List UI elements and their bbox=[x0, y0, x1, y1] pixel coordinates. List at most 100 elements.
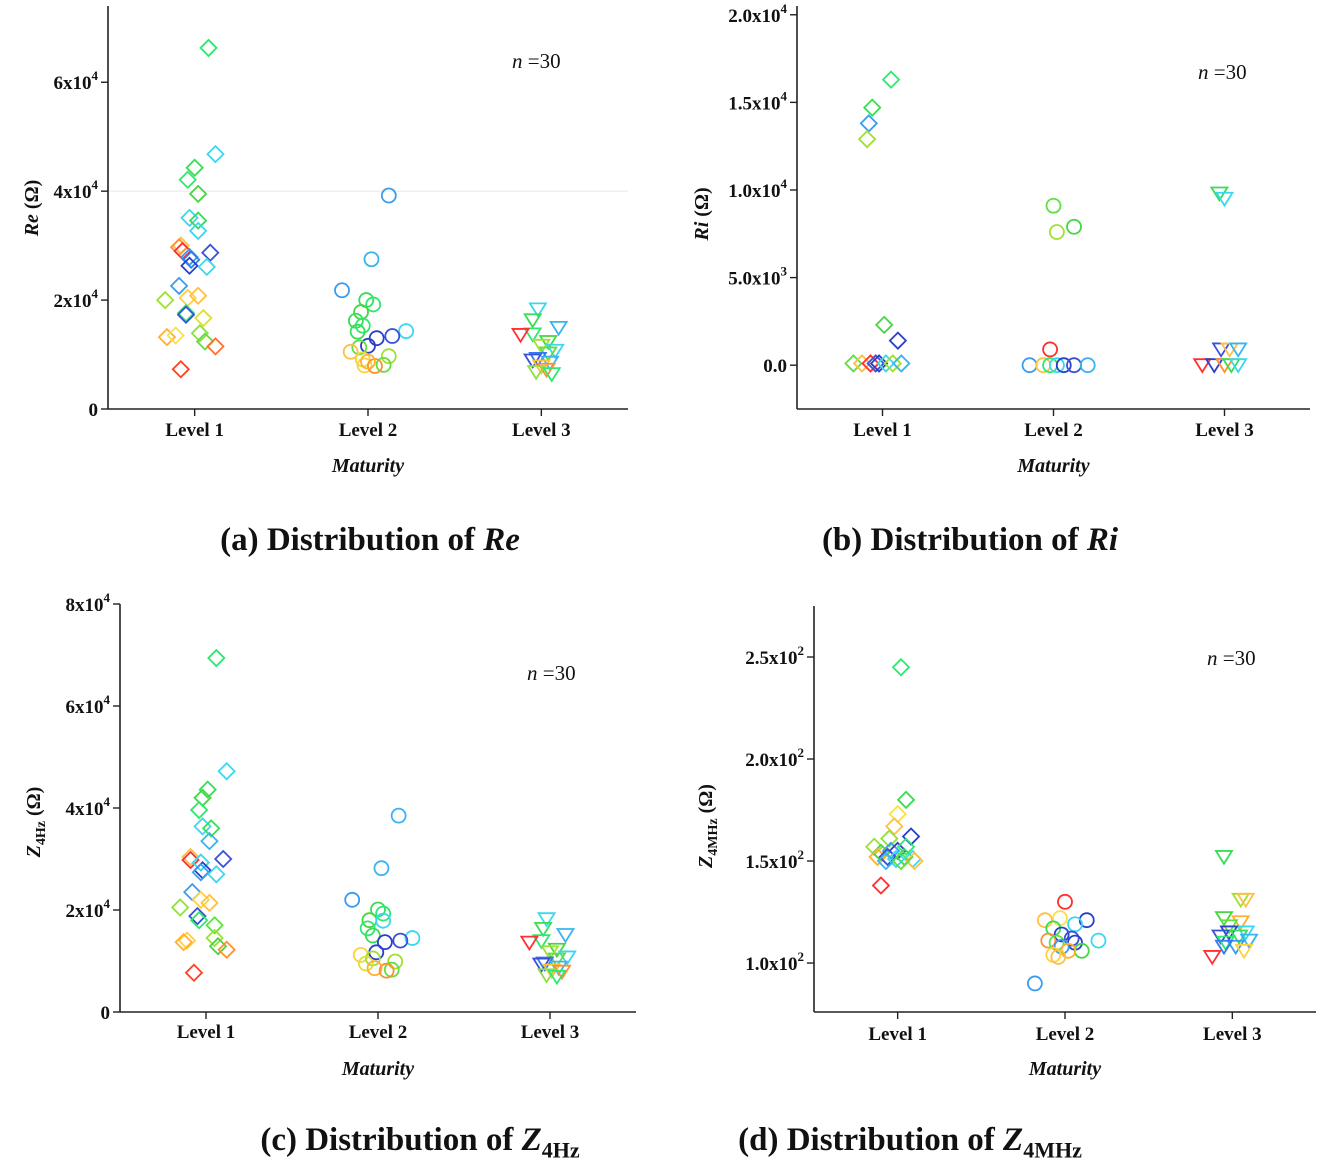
data-point-circle bbox=[334, 282, 350, 299]
data-point-diamond bbox=[181, 847, 200, 867]
data-point-circle bbox=[1067, 916, 1083, 933]
caption-ri: (b) Distribution of Ri bbox=[690, 522, 1250, 559]
data-point-triangle bbox=[526, 365, 546, 381]
data-point-circle bbox=[1066, 218, 1082, 235]
y-tick-label: 2.0x104 bbox=[728, 1, 787, 27]
data-point-triangle bbox=[538, 335, 558, 351]
data-point-circle bbox=[1045, 197, 1062, 214]
y-axis-label: Z4MHz (Ω) bbox=[695, 784, 721, 869]
data-point-circle bbox=[363, 251, 380, 268]
x-tick-label: Level 1 bbox=[853, 420, 912, 441]
x-tick-label: Level 1 bbox=[165, 420, 224, 441]
data-point-diamond bbox=[901, 827, 921, 846]
x-tick-label: Level 3 bbox=[512, 420, 571, 441]
data-point-triangle bbox=[1231, 915, 1251, 931]
data-point-diamond bbox=[213, 849, 233, 869]
sample-size-annotation: n =30 bbox=[512, 49, 561, 73]
caption-z4mhz-var: Z bbox=[1003, 1122, 1024, 1158]
y-tick-label: 5.0x103 bbox=[728, 264, 787, 290]
data-point-triangle bbox=[528, 302, 548, 318]
data-point-diamond bbox=[883, 354, 903, 373]
x-tick-label: Level 3 bbox=[521, 1022, 580, 1043]
y-tick-label: 8x104 bbox=[66, 590, 111, 616]
data-point-diamond bbox=[859, 114, 879, 133]
data-point-circle bbox=[375, 356, 392, 373]
data-point-diamond bbox=[869, 354, 889, 373]
y-tick-label: 0 bbox=[89, 400, 99, 421]
data-point-triangle bbox=[1214, 850, 1234, 866]
data-point-diamond bbox=[874, 315, 894, 335]
data-point-diamond bbox=[200, 831, 219, 851]
data-point-diamond bbox=[217, 762, 236, 781]
data-point-circle bbox=[398, 323, 415, 340]
sample-size-annotation: n =30 bbox=[1207, 646, 1256, 670]
data-point-circle bbox=[390, 807, 407, 824]
data-point-diamond bbox=[208, 936, 228, 956]
data-point-circle bbox=[375, 905, 392, 922]
data-point-triangle bbox=[1214, 911, 1234, 927]
data-point-triangle bbox=[545, 343, 565, 360]
x-axis-label: Maturity bbox=[1028, 1058, 1101, 1080]
data-point-diamond bbox=[862, 98, 882, 117]
x-tick-label: Level 2 bbox=[349, 1022, 408, 1043]
data-point-triangle bbox=[531, 934, 552, 950]
data-point-circle bbox=[364, 927, 381, 944]
data-point-diamond bbox=[197, 257, 217, 277]
data-point-circle bbox=[360, 353, 376, 370]
y-axis-label: Re (Ω) bbox=[21, 180, 43, 238]
data-point-triangle bbox=[1204, 358, 1224, 374]
data-point-diamond bbox=[181, 850, 200, 870]
data-point-triangle bbox=[533, 921, 553, 938]
data-point-diamond bbox=[207, 865, 226, 884]
data-point-diamond bbox=[876, 354, 896, 373]
data-point-triangle bbox=[523, 327, 543, 343]
data-point-circle bbox=[1040, 932, 1057, 949]
x-axis-label: Maturity bbox=[1016, 455, 1089, 477]
data-point-circle bbox=[351, 339, 368, 356]
sample-size-annotation: n =30 bbox=[1198, 60, 1247, 84]
y-tick-label: 0 bbox=[101, 1003, 111, 1024]
data-point-diamond bbox=[185, 158, 204, 178]
y-tick-label: 6x104 bbox=[66, 692, 111, 718]
data-point-diamond bbox=[852, 354, 872, 373]
data-point-circle bbox=[342, 343, 359, 360]
data-point-diamond bbox=[166, 326, 185, 345]
caption-z4hz: (c) Distribution of Z4Hz bbox=[140, 1122, 700, 1164]
data-point-diamond bbox=[188, 211, 208, 230]
chart-z4hz-plot: 0 2x104 4x104 6x104 8x104 Level 1 Level 2 Level… bbox=[23, 590, 636, 1080]
caption-re-prefix: (a) Distribution of bbox=[220, 522, 484, 558]
y-tick-label: 2.0x102 bbox=[745, 745, 804, 771]
data-point-diamond bbox=[876, 851, 896, 871]
x-tick-label: Level 1 bbox=[868, 1024, 927, 1045]
data-point-circle bbox=[380, 348, 397, 365]
sample-size-annotation: n =30 bbox=[527, 661, 576, 685]
y-tick-label: 0.0 bbox=[763, 356, 787, 377]
data-point-triangle bbox=[1214, 191, 1235, 208]
y-tick-label: 1.5x104 bbox=[728, 88, 787, 114]
data-point-triangle bbox=[523, 313, 543, 329]
y-tick-label: 2.5x102 bbox=[745, 643, 804, 669]
data-point-diamond bbox=[207, 648, 226, 668]
data-point-diamond bbox=[189, 910, 209, 930]
x-tick-label: Level 2 bbox=[1036, 1024, 1095, 1045]
data-point-circle bbox=[378, 962, 395, 979]
x-tick-label: Level 3 bbox=[1203, 1024, 1262, 1045]
data-point-triangle bbox=[547, 952, 567, 968]
y-tick-label: 4x104 bbox=[66, 794, 111, 820]
data-point-diamond bbox=[174, 932, 193, 952]
data-point-circle bbox=[344, 891, 361, 908]
data-point-triangle bbox=[1239, 933, 1259, 950]
data-point-triangle bbox=[542, 367, 562, 383]
data-point-diamond bbox=[206, 337, 225, 356]
y-tick-label: 2x104 bbox=[66, 896, 111, 922]
data-point-diamond bbox=[871, 876, 891, 895]
data-point-diamond bbox=[188, 184, 208, 204]
data-point-triangle bbox=[519, 935, 539, 952]
data-point-triangle bbox=[1234, 943, 1254, 960]
data-point-diamond bbox=[171, 359, 191, 379]
data-point-diamond bbox=[217, 940, 236, 960]
data-point-diamond bbox=[188, 906, 207, 926]
data-point-circle bbox=[366, 960, 383, 977]
data-point-diamond bbox=[891, 851, 911, 871]
data-point-triangle bbox=[1236, 892, 1256, 909]
